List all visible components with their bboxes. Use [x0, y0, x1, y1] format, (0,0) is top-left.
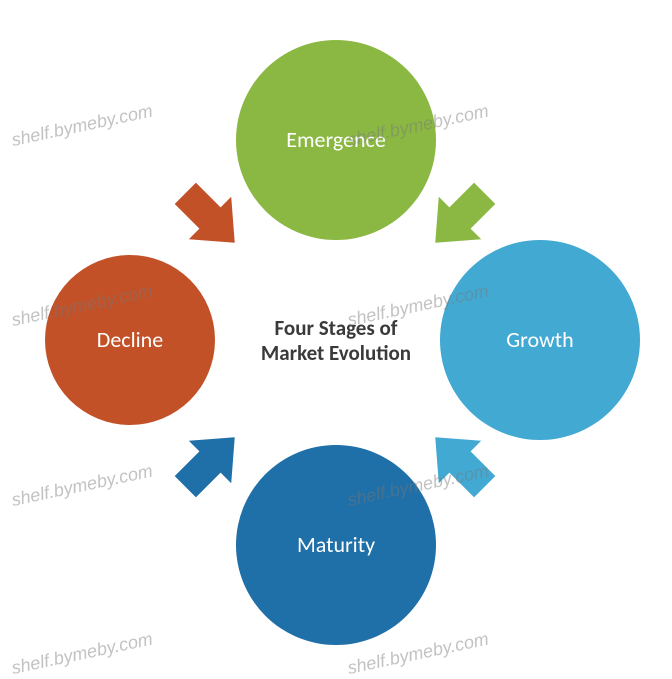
watermark-text: shelf.bymeby.com: [10, 629, 155, 679]
node-label-decline: Decline: [97, 328, 163, 352]
node-growth: Growth: [440, 240, 640, 440]
watermark-text: shelf.bymeby.com: [10, 461, 155, 511]
diagram-canvas: Emergence Growth Maturity Decline Four S…: [0, 0, 672, 679]
node-label-emergence: Emergence: [286, 128, 386, 152]
node-emergence: Emergence: [236, 40, 436, 240]
node-decline: Decline: [45, 255, 215, 425]
arrow-maturity-to-decline: [161, 413, 260, 512]
node-maturity: Maturity: [236, 445, 436, 645]
node-label-maturity: Maturity: [297, 533, 375, 557]
node-label-growth: Growth: [506, 328, 573, 352]
center-title: Four Stages of Market Evolution: [246, 316, 426, 366]
watermark-text: shelf.bymeby.com: [10, 101, 155, 151]
arrow-decline-to-emergence: [161, 169, 260, 268]
